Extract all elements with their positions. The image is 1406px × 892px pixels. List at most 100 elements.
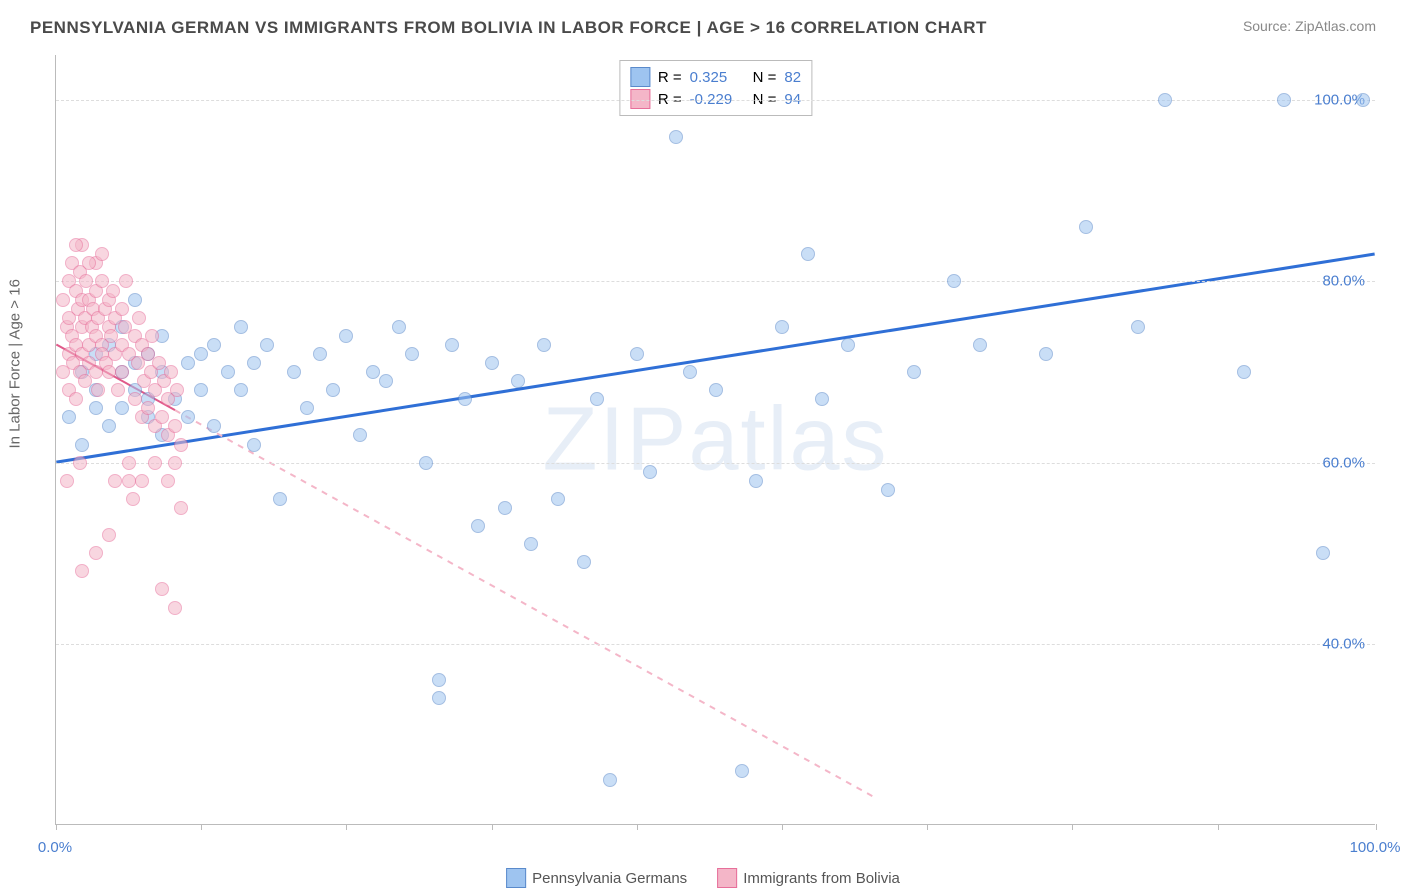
legend-series-item: Pennsylvania Germans (506, 868, 687, 888)
scatter-point (1237, 365, 1251, 379)
scatter-point (471, 519, 485, 533)
scatter-point (511, 374, 525, 388)
scatter-point (135, 474, 149, 488)
scatter-point (75, 438, 89, 452)
xtick-mark (201, 824, 202, 830)
legend-r-value: -0.229 (690, 91, 745, 108)
xtick-mark (1072, 824, 1073, 830)
scatter-point (669, 130, 683, 144)
scatter-point (1356, 93, 1370, 107)
scatter-point (174, 501, 188, 515)
scatter-point (108, 474, 122, 488)
scatter-point (126, 492, 140, 506)
legend-n-value: 82 (784, 69, 801, 86)
scatter-point (801, 247, 815, 261)
scatter-point (194, 383, 208, 397)
scatter-point (247, 356, 261, 370)
scatter-point (115, 401, 129, 415)
scatter-point (168, 456, 182, 470)
scatter-point (75, 564, 89, 578)
scatter-point (353, 428, 367, 442)
xtick-mark (782, 824, 783, 830)
scatter-point (603, 773, 617, 787)
scatter-point (168, 601, 182, 615)
scatter-point (145, 329, 159, 343)
scatter-point (155, 582, 169, 596)
scatter-point (95, 247, 109, 261)
scatter-point (106, 284, 120, 298)
scatter-point (119, 274, 133, 288)
legend-r-prefix: R = (658, 91, 682, 108)
scatter-point (947, 274, 961, 288)
scatter-point (170, 383, 184, 397)
scatter-point (168, 419, 182, 433)
scatter-point (1079, 220, 1093, 234)
scatter-point (181, 410, 195, 424)
ytick-label: 40.0% (1322, 635, 1365, 652)
scatter-point (89, 546, 103, 560)
xtick-mark (56, 824, 57, 830)
scatter-point (735, 764, 749, 778)
gridline-h (56, 463, 1375, 464)
scatter-point (749, 474, 763, 488)
legend-swatch (506, 868, 526, 888)
scatter-point (89, 401, 103, 415)
legend-stat-row: R = 0.325 N = 82 (630, 67, 801, 87)
legend-series-label: Pennsylvania Germans (532, 870, 687, 887)
scatter-point (207, 338, 221, 352)
xtick-mark (1376, 824, 1377, 830)
scatter-point (432, 691, 446, 705)
scatter-point (221, 365, 235, 379)
x-axis-start-label: 0.0% (38, 839, 72, 856)
scatter-point (155, 410, 169, 424)
legend-n-prefix: N = (753, 69, 777, 86)
scatter-point (339, 329, 353, 343)
scatter-point (122, 474, 136, 488)
scatter-point (1131, 320, 1145, 334)
scatter-point (128, 293, 142, 307)
scatter-point (115, 365, 129, 379)
legend-r-prefix: R = (658, 69, 682, 86)
chart-source: Source: ZipAtlas.com (1243, 18, 1376, 34)
legend-r-value: 0.325 (690, 69, 745, 86)
xtick-mark (637, 824, 638, 830)
scatter-point (392, 320, 406, 334)
correlation-legend: R =0.325N =82R =-0.229N =94 (619, 60, 812, 116)
scatter-point (69, 238, 83, 252)
scatter-point (419, 456, 433, 470)
legend-series-label: Immigrants from Bolivia (743, 870, 900, 887)
scatter-point (69, 392, 83, 406)
scatter-point (326, 383, 340, 397)
scatter-point (73, 456, 87, 470)
scatter-point (590, 392, 604, 406)
scatter-point (234, 383, 248, 397)
scatter-point (234, 320, 248, 334)
y-axis-title: In Labor Force | Age > 16 (7, 279, 24, 448)
scatter-point (132, 311, 146, 325)
scatter-point (260, 338, 274, 352)
scatter-point (122, 456, 136, 470)
xtick-mark (346, 824, 347, 830)
gridline-h (56, 281, 1375, 282)
scatter-point (881, 483, 895, 497)
scatter-point (498, 501, 512, 515)
scatter-point (313, 347, 327, 361)
scatter-point (524, 537, 538, 551)
legend-swatch (630, 89, 650, 109)
scatter-point (683, 365, 697, 379)
scatter-point (194, 347, 208, 361)
scatter-point (102, 528, 116, 542)
gridline-h (56, 100, 1375, 101)
scatter-point (115, 302, 129, 316)
scatter-point (300, 401, 314, 415)
legend-stat-row: R =-0.229N =94 (630, 89, 801, 109)
scatter-point (630, 347, 644, 361)
scatter-point (102, 365, 116, 379)
xtick-mark (927, 824, 928, 830)
scatter-point (577, 555, 591, 569)
scatter-point (973, 338, 987, 352)
scatter-point (102, 419, 116, 433)
ytick-label: 80.0% (1322, 273, 1365, 290)
scatter-point (207, 419, 221, 433)
scatter-point (815, 392, 829, 406)
